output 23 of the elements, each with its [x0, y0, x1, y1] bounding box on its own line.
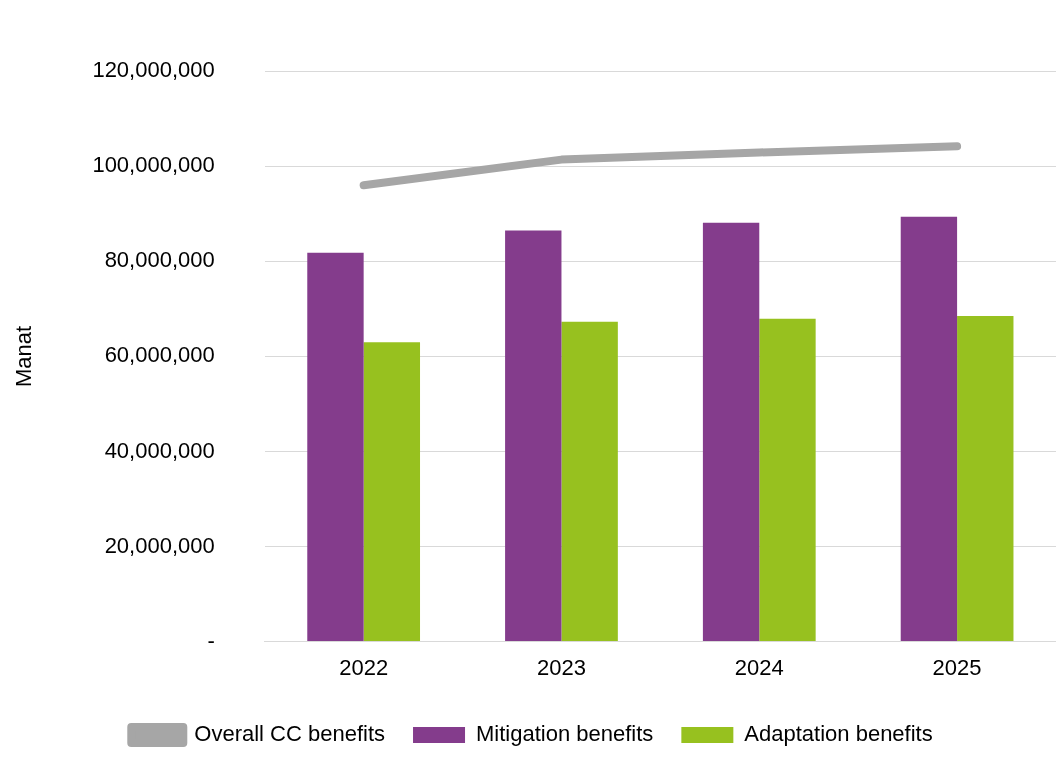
legend-label: Overall CC benefits	[194, 721, 386, 747]
y-tick-label: -	[207, 627, 215, 653]
legend-label: Mitigation benefits	[476, 721, 654, 747]
y-tick-label: 60,000,000	[104, 342, 215, 368]
legend-label: Adaptation benefits	[744, 721, 933, 747]
x-tick-label: 2023	[536, 654, 586, 680]
y-tick-label: 20,000,000	[104, 532, 215, 558]
bar	[505, 230, 562, 642]
y-tick-label: 40,000,000	[104, 437, 215, 463]
bar	[307, 252, 364, 642]
bar	[363, 342, 421, 642]
y-axis-title: Manat	[11, 325, 37, 387]
bar	[900, 216, 958, 642]
y-tick-label: 100,000,000	[92, 152, 215, 178]
x-tick-label: 2022	[339, 654, 389, 680]
x-tick-label: 2024	[734, 654, 784, 680]
bar	[759, 318, 816, 642]
x-tick-label: 2025	[932, 654, 982, 680]
y-tick-label: 80,000,000	[104, 247, 215, 273]
bar	[561, 321, 618, 642]
bar	[957, 316, 1014, 642]
y-tick-label: 120,000,000	[92, 57, 215, 83]
bar	[702, 222, 760, 642]
